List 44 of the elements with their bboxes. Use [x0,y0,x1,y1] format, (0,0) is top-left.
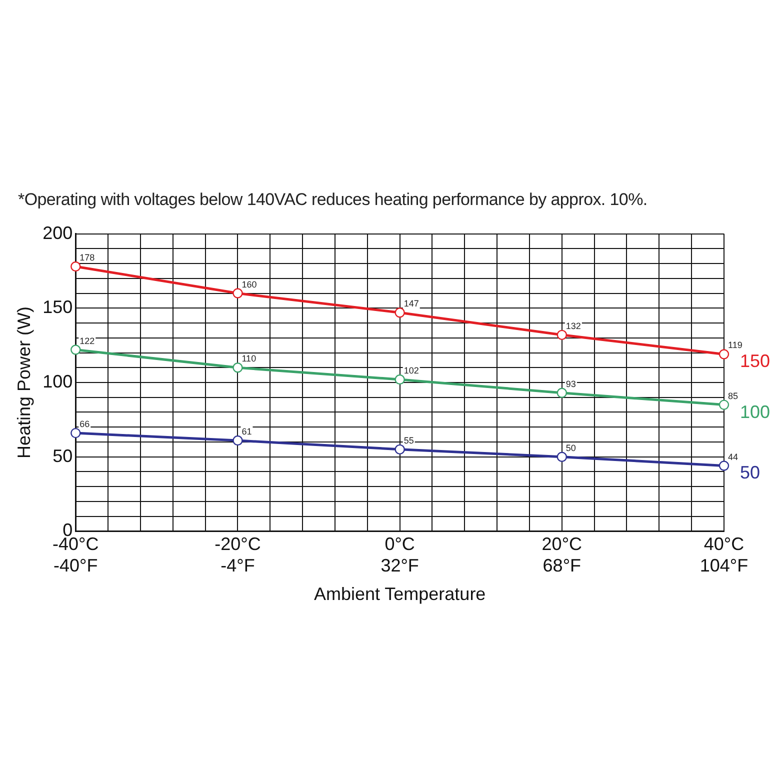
data-label: 55 [404,435,414,446]
x-tick-label: 0°C 32°F [380,534,419,576]
point [70,261,81,272]
y-tick-label: 150 [42,297,73,318]
point [556,452,568,462]
point [232,362,243,373]
data-label: 66 [80,419,90,430]
y-tick-label: 100 [42,371,73,392]
data-label: 93 [566,378,576,389]
data-label: 102 [404,366,419,376]
data-label: 85 [728,390,738,401]
point [394,444,405,455]
y-axis-title: Heating Power (W) [14,306,34,459]
data-label: 61 [242,426,252,436]
series-label: 150 [740,351,770,372]
point [556,388,568,398]
data-label: 132 [566,320,581,331]
x-axis-title: Ambient Temperature [314,584,486,604]
point [70,344,81,355]
data-label: 122 [80,336,95,346]
data-label: 44 [728,452,738,462]
point [232,288,243,298]
data-label: 160 [242,279,257,290]
data-label: 147 [404,298,419,309]
data-label: 110 [242,354,256,364]
point [394,308,405,318]
point [70,428,81,438]
data-label: 119 [728,340,742,350]
point [718,400,730,410]
point [394,374,405,385]
y-tick-label: 50 [52,446,73,466]
point [718,349,730,360]
point [556,330,568,340]
x-tick-label: 40°C 104°F [700,534,748,576]
y-tick-label: 200 [42,222,73,243]
point [232,435,243,446]
data-label: 178 [80,252,95,262]
data-label: 50 [566,442,576,453]
series-label: 50 [740,462,760,483]
text: *Operating with voltages below 140VAC reduces heating performance by approx. 10%. [18,190,648,210]
x-tick-label: 20°C 68°F [542,534,582,576]
series-label: 100 [740,402,770,422]
point [718,460,730,471]
x-tick-label: -20°C -4°F [214,534,261,576]
